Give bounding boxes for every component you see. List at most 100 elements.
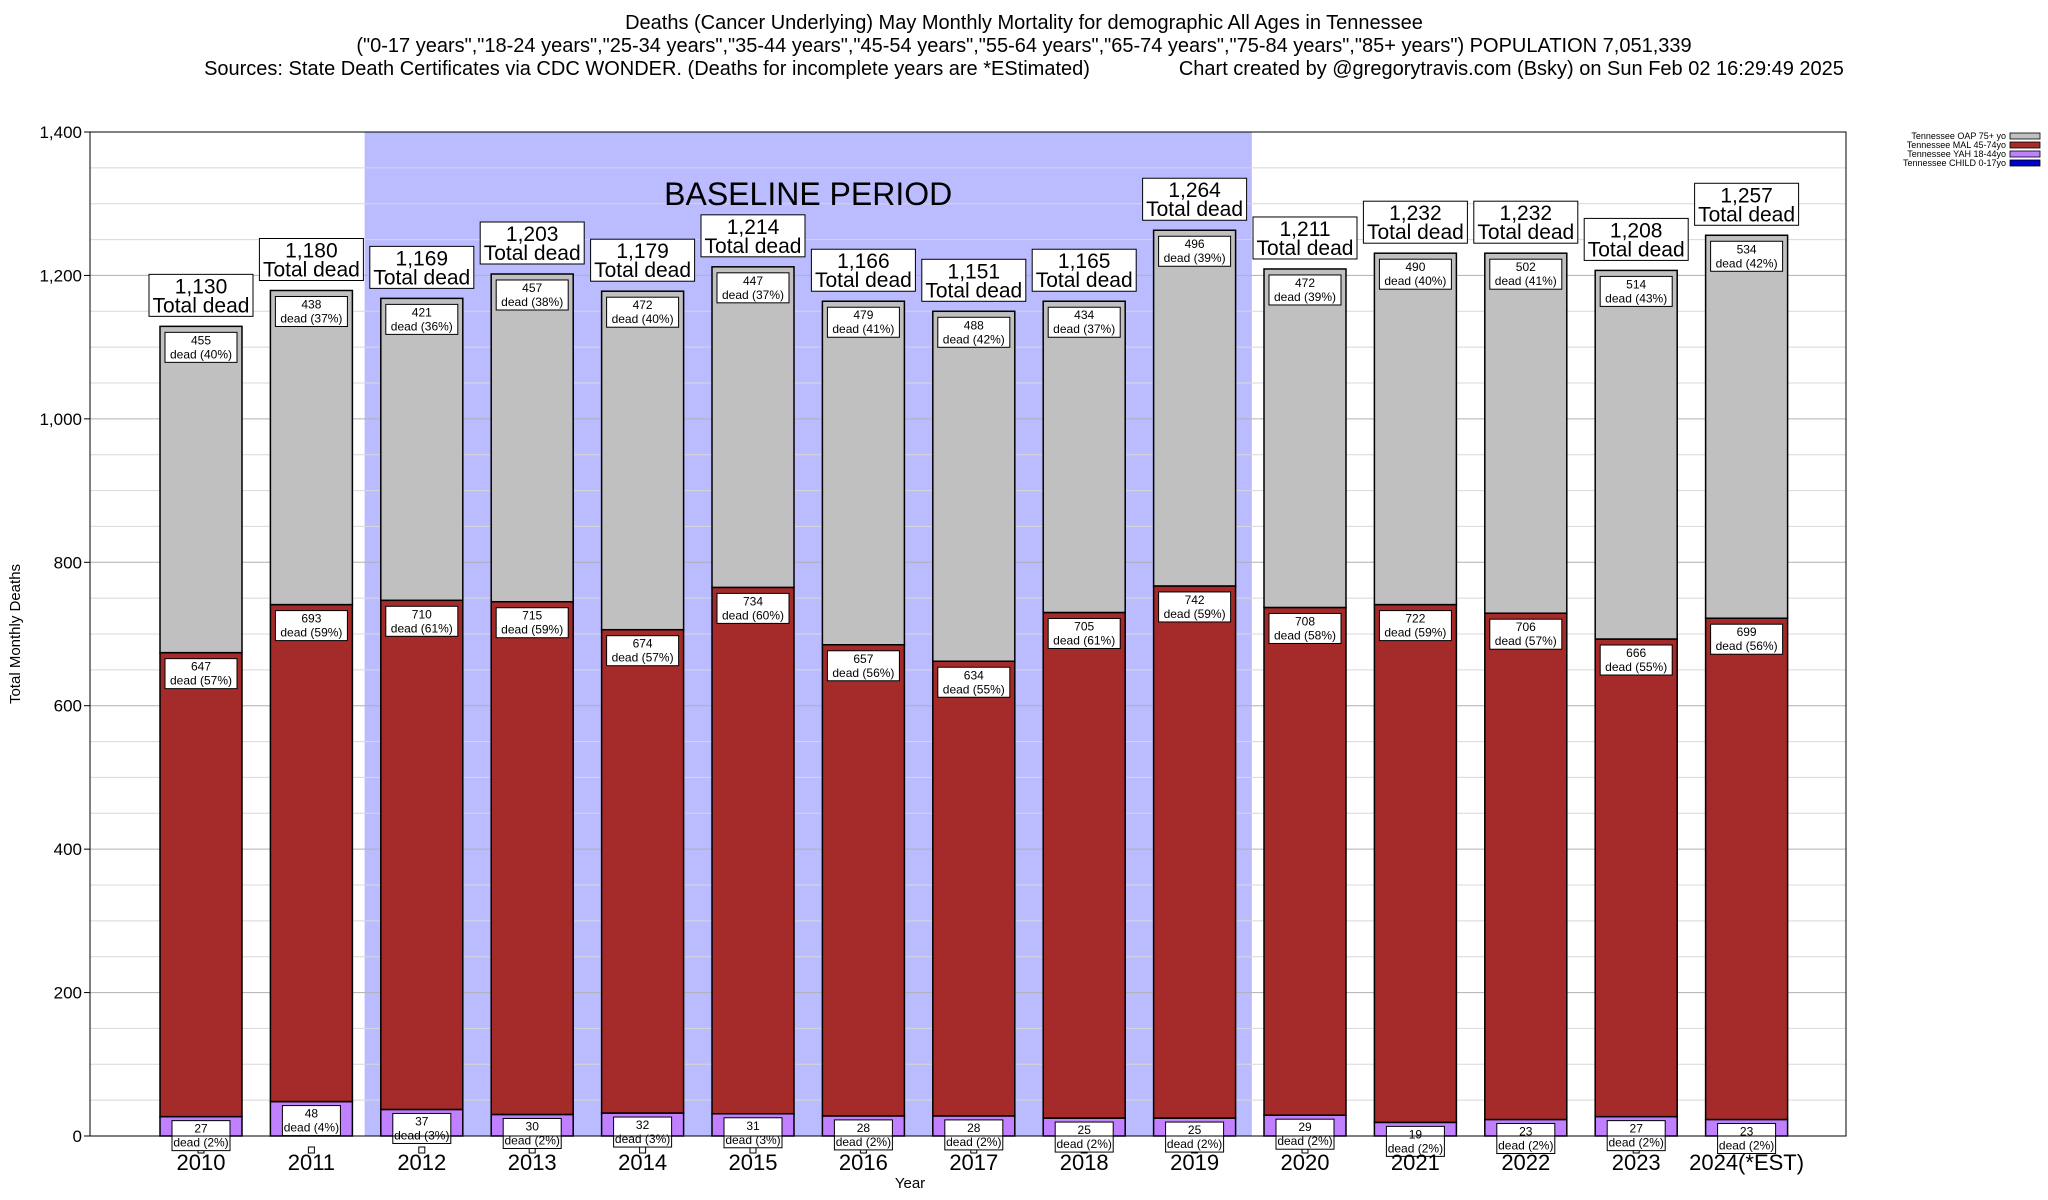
segment-percent-label: dead (61%) [1053,633,1115,647]
total-label-box [810,248,916,292]
segment-value-label: 28 [857,1121,871,1135]
total-label-box [1583,217,1689,261]
bar-segment [1594,269,1678,640]
segment-label-box [826,306,900,338]
child-series-marker [307,1146,315,1154]
segment-label-box [1496,1123,1556,1155]
total-suffix-label: Total dead [484,242,581,265]
total-suffix-label: Total dead [153,294,250,317]
y-axis-title: Total Monthly Deaths [7,564,24,704]
segment-value-label: 27 [1630,1122,1644,1136]
x-tick-label: 2010 [177,1150,226,1175]
plot-border [89,131,1847,1137]
segment-value-label: 534 [1737,242,1757,256]
segment-value-label: 23 [1740,1125,1754,1139]
bar-segment [1152,585,1237,1119]
total-label-box [148,273,254,317]
total-suffix-label: Total dead [1367,221,1464,244]
total-label-box [1694,182,1800,226]
x-tick-label: 2022 [1501,1150,1550,1175]
bar-segment [600,290,685,631]
segment-value-label: 421 [412,305,432,319]
total-suffix-label: Total dead [925,279,1022,302]
segment-percent-label: dead (2%) [1167,1137,1222,1151]
segment-label-box [1489,258,1563,290]
segment-label-box [1275,1118,1335,1150]
segment-label-box [385,605,459,637]
bar-segment [159,325,243,654]
segment-percent-label: dead (41%) [832,322,894,336]
segment-label-box [1599,275,1673,307]
segment-value-label: 438 [301,297,321,311]
y-tick-label: 0 [73,1127,82,1146]
segment-label-box [1165,1121,1225,1153]
segment-value-label: 693 [301,612,321,626]
segment-label-box [495,607,569,639]
segment-percent-label: dead (59%) [280,626,342,640]
segment-label-box [937,316,1011,348]
segment-label-box [392,1112,452,1144]
segment-value-label: 472 [1295,276,1315,290]
segment-percent-label: dead (2%) [1277,1134,1332,1148]
segment-percent-label: dead (56%) [1716,639,1778,653]
total-label-box [700,214,806,258]
y-tick-label: 800 [54,553,82,572]
bar-segment [1042,611,1126,1119]
segment-value-label: 490 [1405,260,1425,274]
total-value-label: 1,130 [175,275,228,298]
segment-value-label: 472 [633,298,653,312]
segment-percent-label: dead (39%) [1274,290,1336,304]
segment-percent-label: dead (2%) [1057,1137,1112,1151]
x-tick-label: 2013 [508,1150,557,1175]
segment-value-label: 29 [1298,1120,1312,1134]
x-tick-label: 2014 [618,1150,667,1175]
segment-value-label: 25 [1188,1123,1202,1137]
segment-percent-label: dead (57%) [170,674,232,688]
bar-segment [380,599,464,1111]
segment-value-label: 705 [1074,619,1094,633]
total-suffix-label: Total dead [815,269,912,292]
segment-percent-label: dead (57%) [1495,634,1557,648]
bar-segment [1373,252,1458,606]
bar-segment [1263,606,1347,1116]
bar-segment [1484,252,1568,614]
segment-value-label: 706 [1516,620,1536,634]
bar-segment [600,628,685,1114]
segment-value-label: 674 [633,637,653,651]
segment-value-label: 502 [1516,260,1536,274]
segment-value-label: 23 [1519,1125,1533,1139]
segment-label-box [1489,618,1563,650]
segment-label-box [1710,240,1784,272]
segment-percent-label: dead (41%) [1495,274,1557,288]
segment-value-label: 37 [415,1114,429,1128]
x-tick-label: 2024(*EST) [1689,1150,1804,1175]
segment-label-box [1054,1121,1114,1153]
bar-segment [159,651,243,1118]
legend-swatch [2009,159,2041,167]
bar-segment [490,600,574,1116]
segment-percent-label: dead (2%) [505,1133,560,1147]
total-value-label: 1,166 [837,250,890,273]
segment-value-label: 28 [967,1121,981,1135]
y-tick-label: 1,000 [39,410,82,429]
segment-percent-label: dead (4%) [284,1121,339,1135]
total-value-label: 1,203 [506,223,559,246]
total-value-label: 1,232 [1500,202,1553,225]
segment-percent-label: dead (3%) [394,1128,449,1142]
segment-label-box [1385,1125,1445,1157]
segment-percent-label: dead (40%) [612,312,674,326]
y-tick-label: 1,200 [39,266,82,285]
legend-entry-label: Tennessee MAL 45-74yo [1907,140,2006,150]
segment-label-box [495,279,569,311]
bar-segment [269,603,354,1103]
segment-percent-label: dead (2%) [1388,1141,1443,1155]
segment-value-label: 447 [743,274,763,288]
segment-percent-label: dead (55%) [1605,660,1667,674]
total-value-label: 1,151 [948,260,1001,283]
segment-value-label: 479 [853,308,873,322]
total-suffix-label: Total dead [594,259,691,282]
x-tick-label: 2019 [1170,1150,1219,1175]
segment-label-box [1047,306,1121,338]
segment-value-label: 434 [1074,308,1094,322]
